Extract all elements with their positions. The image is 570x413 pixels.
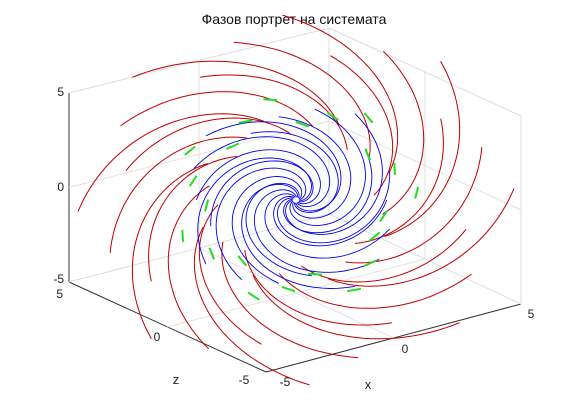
x-tick-5: 5	[528, 307, 535, 321]
z-tick-5: 5	[57, 85, 64, 99]
blue-core-trajectory	[278, 116, 352, 219]
grid-line	[198, 247, 394, 339]
red-trajectory	[221, 241, 359, 359]
x-tick-neg5: -5	[280, 375, 291, 389]
red-trajectory	[330, 55, 394, 196]
x-tick-0: 0	[402, 342, 409, 356]
red-trajectory	[200, 74, 348, 150]
direction-arrows	[181, 98, 420, 301]
red-trajectory	[244, 250, 392, 326]
blue-core-trajectory	[215, 167, 307, 281]
direction-arrow	[226, 142, 240, 150]
red-trajectory	[167, 185, 210, 350]
direction-arrow	[247, 291, 260, 301]
blue-core-trajectory	[264, 193, 391, 259]
red-trajectory	[198, 204, 262, 345]
z-tick-neg5: -5	[53, 272, 64, 286]
z-axis-label: z	[173, 372, 180, 387]
zaxis-floor-tick-5: 5	[56, 287, 63, 301]
red-trajectory	[125, 117, 291, 172]
direction-arrow	[308, 272, 323, 276]
direction-arrow	[281, 285, 296, 293]
blue-core-trajectory	[205, 121, 342, 212]
red-trajectory	[278, 273, 472, 309]
blue-core-trajectory	[250, 131, 339, 213]
blue-core-trajectory	[197, 157, 312, 265]
blue-core-trajectory	[253, 189, 380, 273]
red-trajectory	[252, 274, 460, 340]
direction-arrow	[263, 98, 278, 102]
red-trajectory	[382, 50, 425, 215]
red-trajectory	[233, 41, 371, 159]
blue-core-trajectories	[193, 108, 391, 289]
direction-arrow	[364, 148, 372, 161]
red-trajectories	[77, 14, 515, 386]
red-trajectory	[384, 60, 461, 237]
blue-core-trajectory	[283, 150, 373, 234]
z-tick-0: 0	[57, 180, 64, 194]
red-trajectory	[327, 188, 515, 287]
red-trajectory	[282, 14, 399, 174]
blue-core-trajectory	[285, 113, 383, 235]
zaxis-floor-tick-neg5: -5	[239, 373, 250, 387]
blue-core-trajectory	[241, 183, 355, 289]
blue-core-trajectory	[273, 196, 388, 247]
red-trajectory	[301, 228, 467, 283]
blue-core-trajectory	[210, 160, 314, 227]
direction-arrow	[295, 121, 310, 128]
zaxis-floor-tick-0: 0	[154, 330, 161, 344]
x-axis-label: x	[365, 377, 372, 392]
blue-core-trajectory	[193, 136, 331, 208]
direction-arrow	[237, 255, 248, 267]
direction-arrow	[363, 259, 378, 267]
red-trajectory	[132, 60, 340, 126]
direction-arrow	[414, 186, 420, 199]
direction-arrow	[379, 210, 388, 222]
blue-core-trajectory	[277, 171, 391, 244]
direction-arrow	[326, 111, 339, 121]
direction-arrow	[208, 247, 216, 260]
direction-arrow	[204, 199, 210, 212]
red-trajectory	[77, 113, 265, 212]
direction-arrow	[346, 287, 361, 293]
red-trajectory	[109, 136, 247, 253]
red-trajectory	[193, 226, 310, 386]
blue-core-trajectory	[245, 182, 312, 277]
direction-arrow	[393, 162, 396, 175]
direction-arrow	[181, 229, 185, 242]
blue-core-trajectory	[195, 149, 321, 205]
direction-arrow	[368, 231, 381, 242]
red-trajectory	[120, 91, 314, 127]
blue-core-trajectory	[231, 176, 303, 284]
red-trajectory	[131, 163, 208, 340]
red-trajectory	[148, 156, 238, 282]
direction-arrow	[188, 175, 198, 187]
direction-arrow	[184, 145, 196, 156]
direction-arrow	[363, 112, 374, 124]
red-trajectory	[354, 118, 444, 244]
direction-arrow	[238, 119, 253, 124]
blue-core-trajectory	[289, 108, 366, 226]
